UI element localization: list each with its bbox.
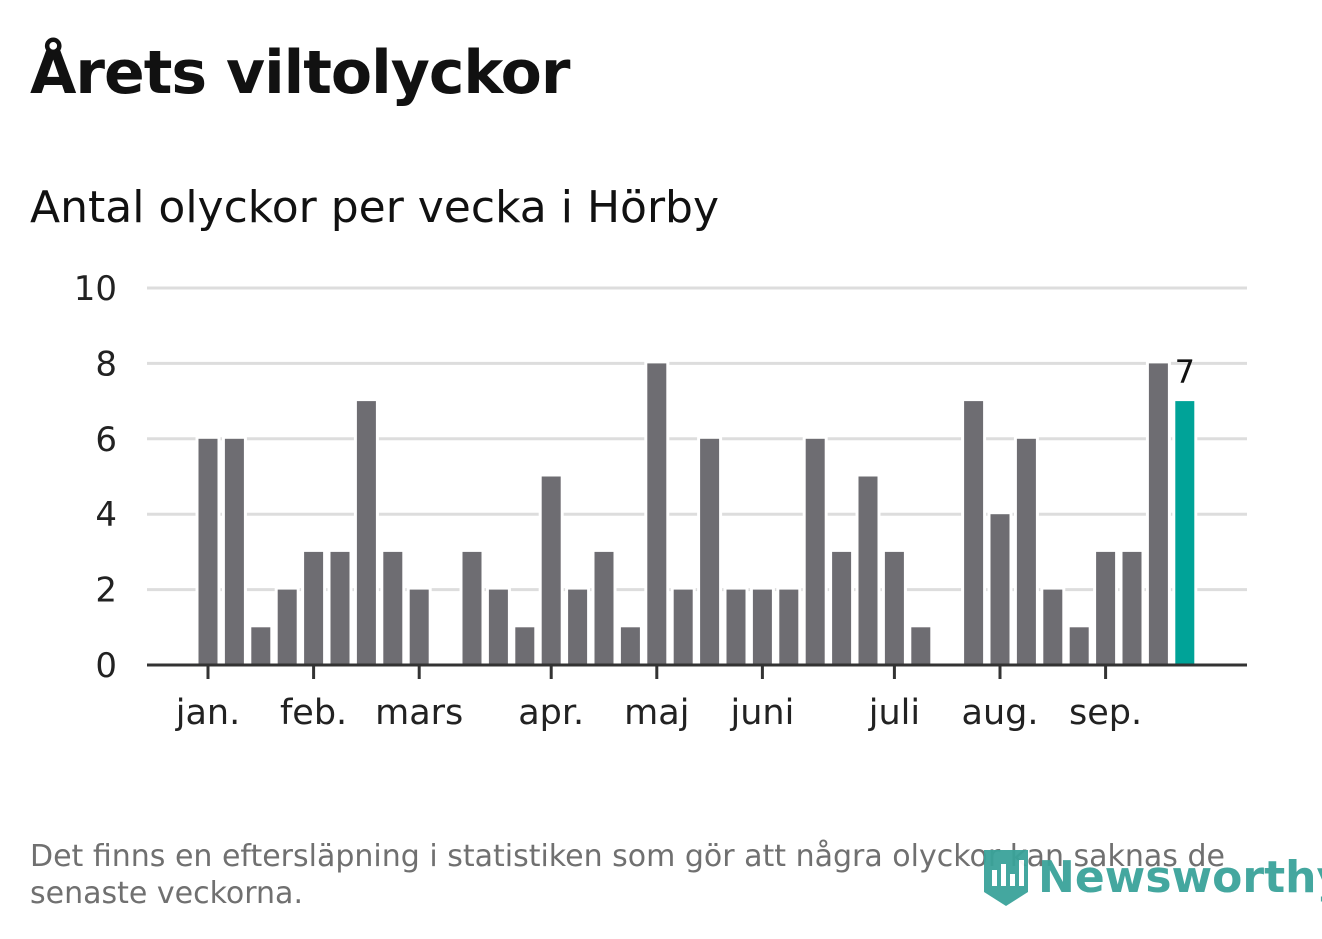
bar — [697, 435, 723, 668]
bar — [987, 511, 1013, 669]
bar — [1066, 624, 1092, 668]
bar — [538, 473, 564, 668]
bar — [1013, 435, 1039, 668]
bar — [512, 624, 538, 668]
bar — [723, 586, 749, 668]
bar — [301, 548, 327, 669]
bar — [274, 586, 300, 668]
newsworthy-logo: Newsworthy — [982, 846, 1322, 908]
bar — [1040, 586, 1066, 668]
bar — [459, 548, 485, 669]
bar — [644, 360, 670, 668]
y-tick-label: 4 — [95, 495, 117, 535]
bar — [221, 435, 247, 668]
y-tick-label: 8 — [95, 344, 117, 384]
bar — [195, 435, 221, 668]
y-tick-label: 2 — [95, 571, 117, 611]
bar — [749, 586, 775, 668]
x-tick-label: mars — [375, 693, 463, 733]
bar — [881, 548, 907, 669]
bar — [1093, 548, 1119, 669]
bar-chart: 0 2 4 6 8 10 jan. feb. mars apr. maj juni juli aug. se… — [74, 269, 1247, 733]
chart-title: Årets viltolyckor — [30, 38, 570, 108]
bar — [802, 435, 828, 668]
bar — [617, 624, 643, 668]
x-tick-label: jan. — [175, 693, 240, 733]
x-tick-label: apr. — [518, 693, 584, 733]
bar — [855, 473, 881, 668]
bar — [670, 586, 696, 668]
x-tick-label: juni — [729, 693, 794, 733]
newsworthy-logo-icon — [984, 850, 1028, 906]
bar — [380, 548, 406, 669]
bar — [327, 548, 353, 669]
bar — [1119, 548, 1145, 669]
bar — [1145, 360, 1171, 668]
bar — [961, 398, 987, 668]
bar — [406, 586, 432, 668]
x-tick-label: feb. — [280, 693, 347, 733]
y-tick-label: 0 — [95, 646, 117, 686]
bar — [908, 624, 934, 668]
bar — [248, 624, 274, 668]
bar — [485, 586, 511, 668]
bar — [565, 586, 591, 668]
bar — [591, 548, 617, 669]
last-value-label: 7 — [1175, 353, 1195, 391]
bar — [353, 398, 379, 668]
y-tick-label: 6 — [95, 420, 117, 460]
bar — [829, 548, 855, 669]
x-tick-label: juli — [868, 693, 920, 733]
y-tick-label: 10 — [74, 269, 117, 309]
logo-text: Newsworthy — [1038, 851, 1322, 903]
x-tick-label: maj — [624, 693, 689, 733]
bar-highlight — [1172, 398, 1198, 668]
chart-subtitle: Antal olyckor per vecka i Hörby — [30, 182, 720, 233]
bar — [776, 586, 802, 668]
x-tick-label: sep. — [1069, 693, 1142, 733]
x-tick-label: aug. — [962, 693, 1039, 733]
